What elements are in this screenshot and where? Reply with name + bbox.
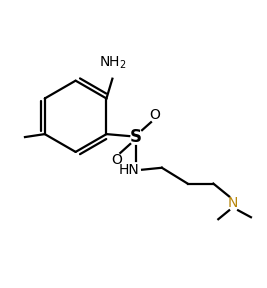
Text: S: S bbox=[130, 128, 142, 146]
Text: NH$_2$: NH$_2$ bbox=[99, 54, 126, 71]
Text: N: N bbox=[228, 196, 238, 210]
Text: HN: HN bbox=[119, 163, 140, 177]
Text: O: O bbox=[150, 108, 160, 122]
Text: O: O bbox=[111, 153, 122, 167]
